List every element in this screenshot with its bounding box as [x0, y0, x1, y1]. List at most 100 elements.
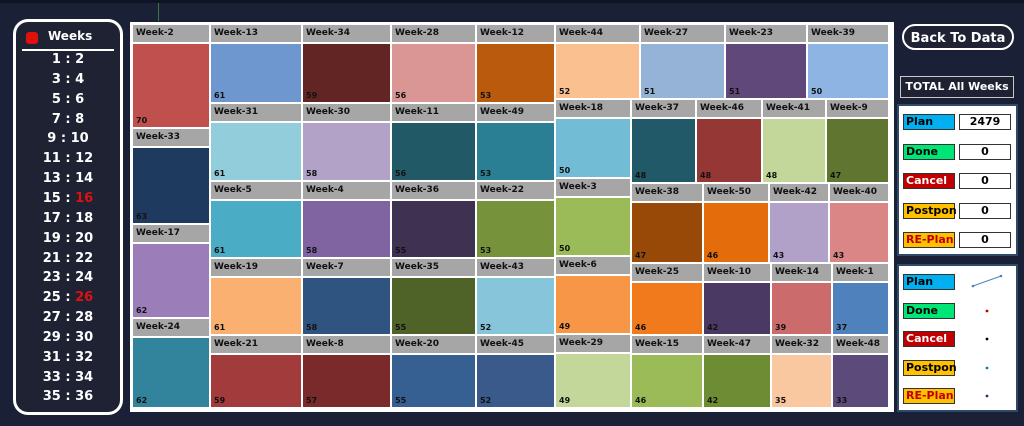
week-pair-separator: :: [60, 310, 76, 326]
week-pair-separator: :: [56, 131, 71, 147]
weeks-slicer-item[interactable]: 29 : 30: [16, 330, 120, 345]
treemap-tile[interactable]: Week-24 62: [133, 319, 209, 407]
treemap-tile[interactable]: Week-47 42: [704, 336, 770, 407]
treemap-tile-label: Week-49: [477, 104, 554, 121]
treemap-tile[interactable]: Week-15 46: [632, 336, 702, 407]
treemap-tile[interactable]: Week-18 50: [556, 100, 630, 177]
treemap-tile[interactable]: Week-34 59: [303, 25, 390, 102]
treemap-tile[interactable]: Week-2 70: [133, 25, 209, 127]
treemap-tile-fill: 42: [704, 283, 770, 334]
weeks-slicer-item[interactable]: 31 : 32: [16, 350, 120, 365]
treemap-tile[interactable]: Week-42 43: [770, 184, 828, 262]
weeks-slicer-item[interactable]: 23 : 24: [16, 270, 120, 285]
sparkline-row-label: RE-Plan: [903, 388, 955, 404]
treemap-tile[interactable]: Week-32 35: [772, 336, 831, 407]
treemap-tile[interactable]: Week-13 61: [211, 25, 301, 102]
treemap-tile[interactable]: Week-31 61: [211, 104, 301, 180]
treemap-tile-value: 49: [559, 322, 571, 331]
treemap-tile-value: 63: [136, 212, 148, 221]
totals-row-label: RE-Plan: [903, 232, 955, 248]
weeks-slicer-item[interactable]: 13 : 14: [16, 171, 120, 186]
treemap-tile-label: Week-7: [303, 259, 390, 276]
treemap-tile[interactable]: Week-7 58: [303, 259, 390, 334]
treemap-tile[interactable]: Week-14 39: [772, 264, 831, 334]
treemap-tile-label: Week-50: [704, 184, 768, 201]
treemap-tile[interactable]: Week-12 53: [477, 25, 554, 102]
treemap-tile[interactable]: Week-11 56: [392, 104, 475, 180]
weeks-slicer-item[interactable]: 25 : 26: [16, 290, 120, 305]
treemap-tile-value: 48: [635, 171, 647, 180]
treemap-tile[interactable]: Week-23 51: [726, 25, 806, 98]
treemap-tile[interactable]: Week-43 52: [477, 259, 554, 334]
clear-filter-icon[interactable]: [26, 32, 38, 44]
treemap-tile[interactable]: Week-41 48: [763, 100, 825, 182]
treemap-tile[interactable]: Week-5 61: [211, 182, 301, 257]
weeks-slicer-title: Weeks: [48, 29, 93, 43]
treemap-tile[interactable]: Week-44 52: [556, 25, 639, 98]
treemap-tile[interactable]: Week-25 46: [632, 264, 702, 334]
treemap-tile[interactable]: Week-36 55: [392, 182, 475, 257]
treemap-tile[interactable]: Week-50 46: [704, 184, 768, 262]
treemap-tile[interactable]: Week-35 55: [392, 259, 475, 334]
treemap-tile[interactable]: Week-48 33: [833, 336, 888, 407]
weeks-slicer-item[interactable]: 35 : 36: [16, 389, 120, 404]
treemap-tile[interactable]: Week-10 42: [704, 264, 770, 334]
treemap-tile[interactable]: Week-8 57: [303, 336, 390, 407]
treemap-tile-label: Week-28: [392, 25, 475, 42]
weeks-slicer-item[interactable]: 17 : 18: [16, 211, 120, 226]
treemap-tile[interactable]: Week-17 62: [133, 225, 209, 317]
treemap-tile-fill: 55: [392, 278, 475, 334]
treemap-tile-fill: 49: [556, 276, 630, 333]
weeks-slicer-item[interactable]: 19 : 20: [16, 231, 120, 246]
treemap-tile[interactable]: Week-3 50: [556, 179, 630, 255]
treemap-tile-label: Week-48: [833, 336, 888, 353]
weeks-slicer-item[interactable]: 27 : 28: [16, 310, 120, 325]
weeks-slicer-item[interactable]: 3 : 4: [16, 72, 120, 87]
week-pair-first: 5: [51, 91, 61, 107]
treemap-tile-value: 37: [836, 323, 848, 332]
treemap-tile[interactable]: Week-33 63: [133, 129, 209, 223]
treemap-tile[interactable]: Week-46 48: [697, 100, 761, 182]
treemap-tile[interactable]: Week-21 59: [211, 336, 301, 407]
sparkline-point: [985, 394, 989, 398]
treemap-tile[interactable]: Week-30 58: [303, 104, 390, 180]
treemap-tile[interactable]: Week-4 58: [303, 182, 390, 257]
treemap-tile-fill: 48: [632, 119, 695, 182]
treemap-tile[interactable]: Week-19 61: [211, 259, 301, 334]
back-to-data-button[interactable]: Back To Data: [902, 24, 1014, 50]
treemap-tile[interactable]: Week-40 43: [830, 184, 888, 262]
treemap-tile-value: 50: [811, 87, 823, 96]
week-pair-separator: :: [60, 151, 76, 167]
treemap-tile-label: Week-36: [392, 182, 475, 199]
weeks-slicer-item[interactable]: 11 : 12: [16, 151, 120, 166]
weeks-slicer-item[interactable]: 1 : 2: [16, 52, 120, 67]
treemap-tile[interactable]: Week-22 53: [477, 182, 554, 257]
treemap-tile-fill: 55: [392, 355, 475, 407]
treemap-tile[interactable]: Week-45 52: [477, 336, 554, 407]
treemap-tile[interactable]: Week-6 49: [556, 257, 630, 333]
treemap-tile[interactable]: Week-29 49: [556, 335, 630, 407]
treemap-tile-value: 53: [480, 91, 492, 100]
treemap-tile-value: 59: [214, 396, 226, 405]
treemap-tile[interactable]: Week-49 53: [477, 104, 554, 180]
weeks-slicer-item[interactable]: 9 : 10: [16, 131, 120, 146]
treemap-tile-label: Week-5: [211, 182, 301, 199]
weeks-slicer-item[interactable]: 15 : 16: [16, 191, 120, 206]
weeks-slicer-item[interactable]: 21 : 22: [16, 251, 120, 266]
weeks-slicer-item[interactable]: 33 : 34: [16, 370, 120, 385]
treemap-tile[interactable]: Week-27 51: [641, 25, 724, 98]
week-pair-second: 6: [75, 91, 85, 107]
weeks-slicer-item[interactable]: 7 : 8: [16, 112, 120, 127]
treemap-tile[interactable]: Week-1 37: [833, 264, 888, 334]
treemap-tile[interactable]: Week-37 48: [632, 100, 695, 182]
treemap-tile[interactable]: Week-20 55: [392, 336, 475, 407]
treemap-tile-label: Week-43: [477, 259, 554, 276]
treemap-tile[interactable]: Week-28 56: [392, 25, 475, 102]
weeks-slicer-item[interactable]: 5 : 6: [16, 92, 120, 107]
treemap-tile[interactable]: Week-9 47: [827, 100, 888, 182]
sparkline-row: Plan: [903, 274, 1013, 290]
treemap-tile-fill: 47: [827, 119, 888, 182]
weeks-treemap: Week-2 70 Week-33 63 Week-17 62 Week-24 62 Week-…: [130, 22, 894, 412]
treemap-tile[interactable]: Week-39 50: [808, 25, 888, 98]
treemap-tile[interactable]: Week-38 47: [632, 184, 702, 262]
